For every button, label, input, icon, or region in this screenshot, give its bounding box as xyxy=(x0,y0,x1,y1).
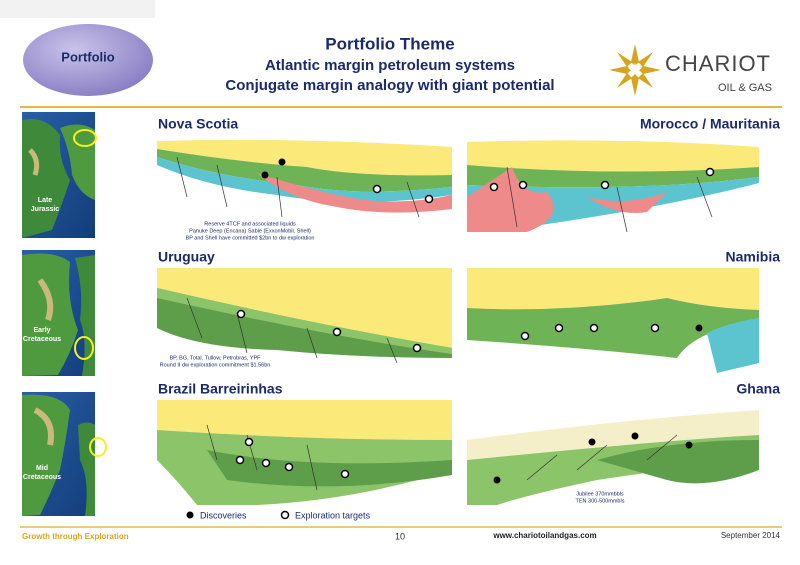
cross-section xyxy=(467,410,759,505)
note: Round II dw exploration commitment $1.56… xyxy=(160,362,271,368)
map-label: Early xyxy=(33,327,50,334)
logo-sub: OIL & GAS xyxy=(718,82,772,94)
cross-section xyxy=(467,140,759,233)
note: BP and Shell have committed $2bn to dw e… xyxy=(186,235,315,241)
page-number: 10 xyxy=(395,531,405,541)
badge xyxy=(23,24,153,96)
cross-section xyxy=(157,137,452,242)
map xyxy=(22,392,107,516)
legend-label: Exploration targets xyxy=(295,510,371,520)
map xyxy=(22,250,95,376)
panel-title: Brazil Barreirinhas xyxy=(158,381,283,397)
map xyxy=(22,112,97,238)
cross-section xyxy=(157,268,452,364)
legend-symbol xyxy=(280,510,290,520)
panel-title: Nova Scotia xyxy=(158,116,238,132)
panel-title: Morocco / Mauritania xyxy=(640,116,780,132)
note: Reserve 4TCF and associated liquids xyxy=(204,221,296,227)
note: Panuke Deep (Encana) Sable (ExxonMobil, … xyxy=(189,228,311,234)
legend-label: Discoveries xyxy=(200,510,247,520)
map-label: Mid xyxy=(36,465,48,472)
panel-title: Uruguay xyxy=(158,249,215,265)
map-label: Cretaceous xyxy=(23,474,61,481)
map-label: Cretaceous xyxy=(23,336,61,343)
corner xyxy=(0,0,155,18)
cross-section xyxy=(157,400,452,505)
footer-date: September 2014 xyxy=(721,531,781,540)
subtitle: Conjugate margin analogy with giant pote… xyxy=(225,77,554,94)
logo xyxy=(609,44,661,96)
note: TEN 300-500mmbls xyxy=(576,498,625,504)
map-label: Jurassic xyxy=(31,206,60,213)
title: Portfolio Theme xyxy=(325,34,454,53)
panel-title: Ghana xyxy=(736,381,780,397)
legend-symbol xyxy=(186,511,194,519)
subtitle: Atlantic margin petroleum systems xyxy=(265,57,515,74)
badge-label: Portfolio xyxy=(61,49,114,64)
note: Jubilee 370mmbbls xyxy=(576,491,624,497)
cross-section xyxy=(467,268,759,373)
footer-url: www.chariotoilandgas.com xyxy=(492,531,596,540)
map-label: Late xyxy=(38,197,53,204)
footer-tagline: Growth through Exploration xyxy=(22,532,129,541)
logo-name: CHARIOT xyxy=(665,51,771,76)
note: BP, BG, Total, Tullow, Petrobras, YPF xyxy=(169,355,261,361)
panel-title: Namibia xyxy=(726,249,781,265)
